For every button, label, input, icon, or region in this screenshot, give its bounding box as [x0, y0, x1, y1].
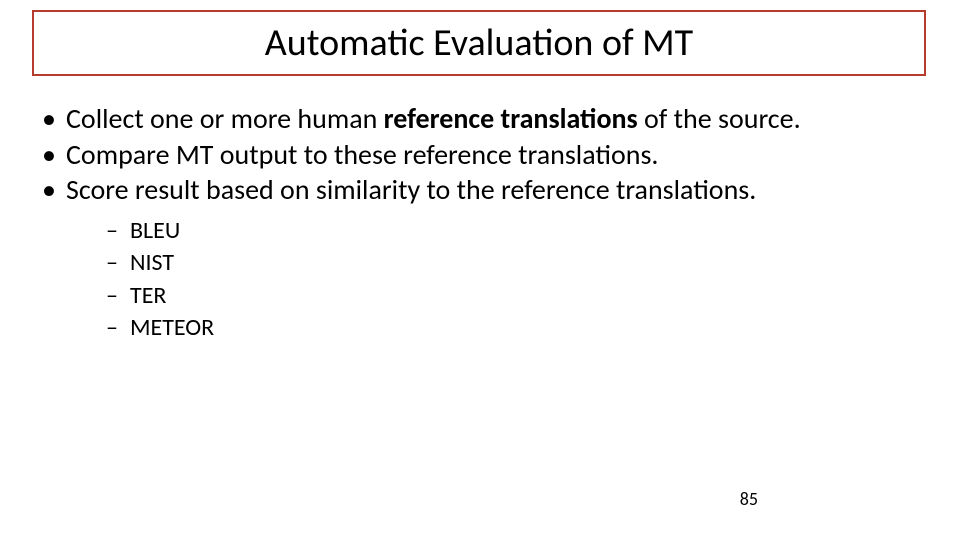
slide: Automatic Evaluation of MT Collect one o… — [0, 0, 958, 540]
sub-bullet-item: BLEU — [66, 215, 926, 247]
bullet-list-lvl2: BLEU NIST TER METEOR — [66, 215, 926, 345]
sub-bullet-item: NIST — [66, 247, 926, 279]
bullet-item: Score result based on similarity to the … — [32, 173, 926, 344]
bullet-item: Collect one or more human reference tran… — [32, 102, 926, 136]
bullet-text-pre: Score result based on similarity to the … — [66, 172, 756, 207]
slide-body: Collect one or more human reference tran… — [32, 102, 926, 346]
sub-bullet-text: BLEU — [130, 216, 180, 245]
page-number: 85 — [740, 488, 758, 510]
bullet-list-lvl1: Collect one or more human reference tran… — [32, 102, 926, 344]
bullet-text-bold: reference translations — [384, 101, 638, 136]
sub-bullet-text: NIST — [130, 248, 174, 277]
sub-bullet-text: TER — [130, 281, 166, 310]
bullet-item: Compare MT output to these reference tra… — [32, 138, 926, 172]
slide-title: Automatic Evaluation of MT — [265, 20, 693, 66]
bullet-text-post: of the source. — [638, 101, 801, 136]
title-box: Automatic Evaluation of MT — [32, 10, 926, 76]
sub-bullet-item: METEOR — [66, 312, 926, 344]
sub-bullet-text: METEOR — [130, 313, 214, 342]
bullet-text-pre: Compare MT output to these reference tra… — [66, 137, 658, 172]
sub-bullet-item: TER — [66, 280, 926, 312]
bullet-text-pre: Collect one or more human — [66, 101, 384, 136]
